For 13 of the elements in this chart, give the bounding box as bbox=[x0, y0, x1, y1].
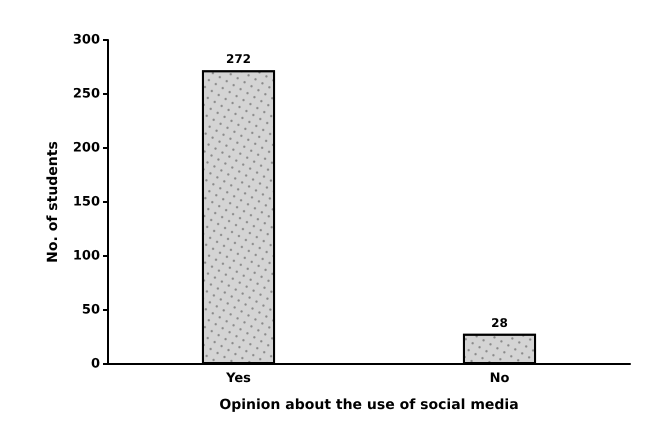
x-tick-label: No bbox=[490, 371, 510, 386]
y-tick-label: 250 bbox=[72, 86, 100, 102]
data-label: 28 bbox=[491, 316, 508, 330]
x-tick-label: Yes bbox=[225, 371, 252, 386]
y-tick-label: 150 bbox=[72, 194, 100, 210]
y-tick-label: 200 bbox=[72, 140, 100, 156]
y-axis-title: No. of students bbox=[45, 141, 61, 263]
y-tick-label: 0 bbox=[90, 356, 100, 372]
y-tick-label: 300 bbox=[72, 32, 100, 48]
x-axis-title: Opinion about the use of social media bbox=[219, 397, 519, 413]
y-tick-label: 100 bbox=[72, 248, 100, 264]
data-label: 272 bbox=[226, 52, 252, 66]
y-tick-label: 50 bbox=[82, 302, 100, 318]
